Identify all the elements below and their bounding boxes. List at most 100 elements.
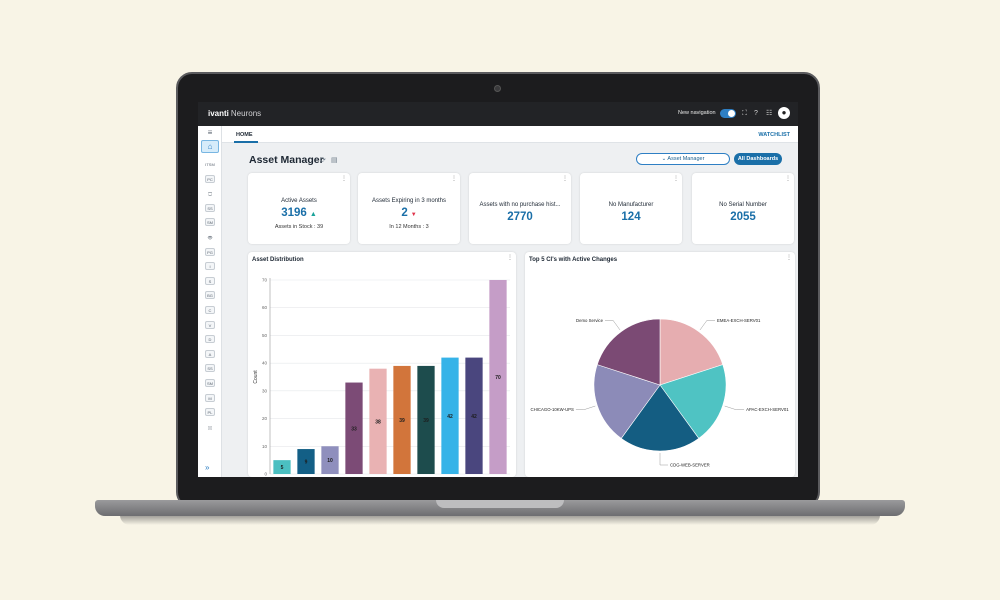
bar-value-label: 39 [423, 418, 429, 424]
bar[interactable] [465, 357, 483, 474]
kpi-card[interactable]: ⋮ No Manufacturer 124 [580, 173, 682, 244]
y-tick-label: 0 [264, 472, 267, 477]
sidebar-item[interactable]: PC [205, 174, 215, 183]
tab-watchlist[interactable]: WATCHLIST [758, 132, 790, 138]
sidebar-item[interactable]: D [205, 335, 215, 344]
kpi-label: Assets Expiring in 3 months [371, 198, 447, 204]
sidebar-item[interactable]: SS [205, 364, 215, 373]
sidebar-item[interactable]: ▯▯ [207, 424, 213, 430]
trend-down-icon: ▼ [410, 212, 417, 218]
more-options-icon[interactable]: ⋮ [341, 176, 347, 182]
more-options-icon[interactable]: ⋮ [562, 176, 568, 182]
all-dashboards-button[interactable]: All Dashboards [734, 153, 782, 165]
pie-slice-label: Demo Service [576, 318, 604, 323]
sidebar-item[interactable]: PL [205, 408, 215, 417]
new-navigation-toggle[interactable] [720, 109, 736, 118]
more-options-icon[interactable]: ⋮ [673, 176, 679, 182]
laptop-shadow [120, 515, 880, 525]
more-options-icon[interactable]: ⋮ [786, 255, 792, 261]
sidebar-item[interactable]: 👁 [207, 235, 213, 240]
expand-sidebar-icon[interactable]: » [205, 463, 210, 472]
sidebar-item[interactable]: I [205, 262, 215, 271]
help-icon[interactable]: ? [754, 110, 758, 117]
bar[interactable] [417, 365, 435, 474]
y-tick-label: 10 [262, 444, 268, 449]
laptop-notch [436, 500, 564, 508]
kpi-value: 2770 [469, 211, 571, 223]
pie-slice[interactable] [659, 318, 724, 386]
kpi-number: 2770 [507, 211, 533, 223]
kpi-value: 3196 ▲ [248, 207, 350, 219]
bar[interactable] [273, 460, 291, 474]
kpi-number: 3196 [281, 207, 307, 219]
brand-logo[interactable]: ivanti Neurons [208, 109, 262, 118]
sidebar-item[interactable]: C [205, 306, 215, 314]
kpi-value: 124 [580, 211, 682, 223]
bar[interactable] [345, 382, 363, 474]
kpi-card[interactable]: ⋮ Assets Expiring in 3 months 2 ▼ In 12 Mont… [358, 173, 460, 244]
tab-home[interactable]: HOME [236, 132, 253, 138]
pie-slice-label: CHICAGO-10KW-UPS [531, 407, 575, 412]
page-title: Asset Manager [249, 154, 324, 166]
kpi-number: 2 [401, 207, 408, 219]
sidebar-item[interactable]: M [205, 393, 215, 402]
pie-slice[interactable] [593, 364, 661, 439]
sidebar-item[interactable]: ITSM [205, 162, 215, 167]
sidebar-item[interactable]: A [205, 349, 215, 358]
bar[interactable] [489, 280, 507, 474]
bar[interactable] [441, 357, 459, 474]
new-navigation-label: New navigation [678, 110, 716, 116]
kpi-number: 124 [621, 211, 641, 223]
pie-slice[interactable] [659, 364, 727, 439]
sidebar-item[interactable]: SM [205, 379, 215, 387]
pie-slice[interactable] [596, 318, 661, 386]
bar[interactable] [393, 365, 411, 474]
kpi-card[interactable]: ⋮ No Serial Number 2055 [692, 173, 794, 244]
y-axis-label: Count [253, 370, 259, 384]
refresh-icon[interactable]: ⟳ [320, 157, 326, 164]
panel-title: Asset Distribution [252, 257, 304, 263]
more-options-icon[interactable]: ⋮ [507, 255, 513, 261]
bar-value-label: 42 [471, 414, 477, 420]
bar-value-label: 33 [351, 426, 357, 432]
pie-slice[interactable] [620, 384, 700, 452]
sidebar-item[interactable]: PG [205, 247, 215, 256]
bar-value-label: 42 [447, 414, 453, 420]
panel-title: Top 5 CI's with Active Changes [529, 257, 618, 263]
layout-icon[interactable]: ▤ [331, 157, 338, 164]
kpi-card[interactable]: ⋮ Assets with no purchase hist... 2770 [469, 173, 571, 244]
active-tab-indicator [234, 141, 258, 143]
bar[interactable] [369, 368, 387, 474]
user-avatar-icon[interactable]: ● [778, 107, 790, 119]
sidebar-item[interactable]: S [205, 276, 215, 285]
sidebar-item[interactable]: 🖵 [208, 191, 212, 197]
pie-leader-line [604, 320, 621, 331]
y-tick-label: 30 [262, 388, 268, 393]
more-options-icon[interactable]: ⋮ [785, 176, 791, 182]
sidebar-item[interactable]: SS [205, 203, 215, 212]
y-tick-label: 70 [262, 278, 268, 283]
fullscreen-icon[interactable]: ⛶ [742, 110, 747, 117]
laptop-base [95, 500, 905, 516]
bar[interactable] [297, 449, 315, 474]
kpi-subtext: In 12 Months : 3 [389, 224, 429, 230]
asset-manager-dropdown[interactable]: ⌄ Asset Manager [636, 153, 730, 165]
bar-value-label: 39 [399, 418, 405, 424]
grid-menu-icon[interactable]: ☷ [766, 110, 773, 117]
sidebar-item[interactable]: V [205, 320, 215, 329]
pie-leader-line [575, 405, 596, 410]
sidebar-item[interactable]: BG [205, 291, 215, 300]
bar[interactable] [321, 446, 339, 474]
pie-leader-line [699, 320, 716, 331]
kpi-label: Active Assets [281, 198, 317, 204]
asset-distribution-panel: Asset Distribution ⋮ 0 10 20 30 40 50 60 70 Coun… [248, 252, 516, 477]
menu-icon[interactable]: ≡ [207, 128, 213, 137]
sidebar-item[interactable]: SM [205, 218, 215, 227]
home-icon[interactable]: ⌂ [201, 140, 219, 153]
pie-leader-line [659, 453, 668, 466]
bar-chart: 0 10 20 30 40 50 60 70 Count 5 9 10 33 38 39 39 42 42 70 [253, 278, 510, 477]
kpi-card[interactable]: ⋮ Active Assets 3196 ▲ Assets in Stock : 39 [248, 173, 350, 244]
more-options-icon[interactable]: ⋮ [451, 176, 457, 182]
bar-value-label: 10 [327, 458, 333, 464]
pie-slice-label: APAC-EXCH-SERV01 [746, 407, 789, 412]
